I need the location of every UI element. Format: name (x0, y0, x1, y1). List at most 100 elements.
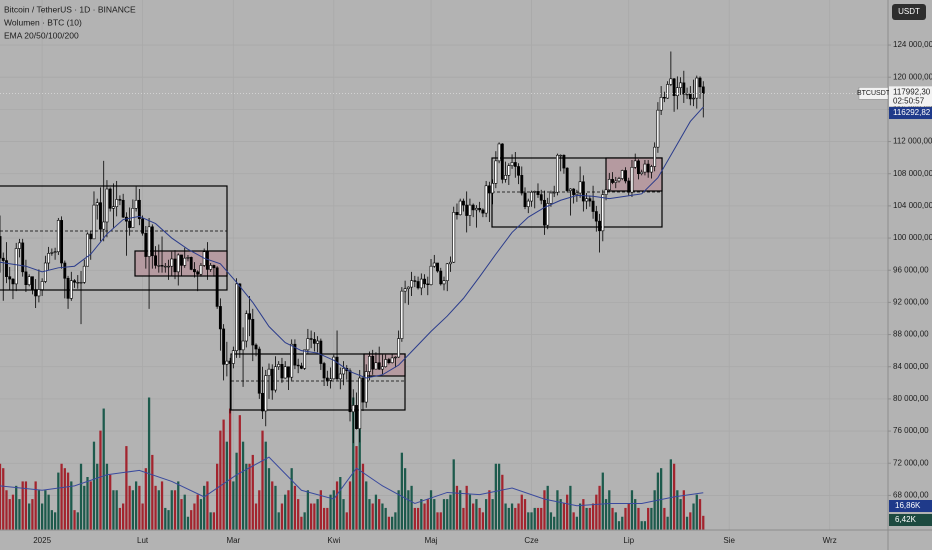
candle-body (368, 355, 371, 372)
volume-bar (219, 430, 222, 530)
volume-bar (280, 503, 284, 530)
candle-body (504, 175, 508, 180)
volume-bar (637, 507, 640, 530)
y-tick-label: 100 000,00 (893, 233, 932, 242)
y-tick-label: 88 000,00 (893, 330, 929, 339)
volume-bar (303, 512, 306, 530)
volume-bar (164, 507, 167, 530)
candle-body (659, 97, 663, 111)
candle-body (688, 93, 692, 100)
volume-bar (86, 477, 89, 530)
currency-badge[interactable] (892, 4, 926, 20)
volume-bar (335, 481, 339, 530)
volume-bar (436, 512, 439, 530)
y-tick-label: 72 000,00 (893, 458, 929, 467)
candle-body (141, 218, 145, 234)
candle-body (555, 154, 559, 193)
volume-bar (297, 499, 300, 530)
candle-body (69, 280, 73, 299)
y-tick-label: 84 000,00 (893, 362, 929, 371)
volume-bar (180, 499, 183, 530)
candle-body (523, 192, 527, 207)
volume-bar (608, 490, 611, 530)
volume-bar (173, 490, 177, 530)
candle-body (82, 265, 86, 283)
volume-bar (420, 499, 423, 530)
candle-body (575, 192, 579, 195)
volume-bar (530, 512, 533, 530)
candle-body (319, 340, 323, 364)
candle-body (374, 362, 378, 370)
volume-bar (679, 499, 682, 530)
volume-bar (37, 490, 41, 530)
volume-bar (484, 499, 488, 530)
candle-body (193, 269, 196, 273)
candle-body (377, 362, 381, 370)
candle-body (565, 167, 569, 191)
volume-bar (410, 485, 413, 530)
candle-body (14, 248, 18, 285)
volume-label: 6,42K (895, 515, 917, 524)
countdown-label: 02:50:57 (893, 96, 925, 105)
x-tick-label: Kwi (327, 536, 340, 545)
volume-bar (131, 490, 135, 530)
x-tick-label: Cze (524, 536, 539, 545)
chart-title: Bitcoin / TetherUS · 1D · BINANCE (4, 4, 136, 14)
candle-body (251, 318, 255, 346)
range-box (0, 185, 228, 291)
candle-body (173, 258, 177, 273)
volume-bar (352, 397, 355, 530)
volume-bar (423, 503, 426, 530)
candle-body (348, 370, 352, 413)
volume-bar (465, 485, 468, 530)
volume-bar (241, 441, 245, 530)
volume-bar (361, 463, 365, 530)
candle-body (89, 233, 93, 240)
candle-body (517, 166, 520, 176)
volume-bar (47, 494, 50, 530)
candle-body (222, 328, 226, 365)
volume-bar (157, 490, 160, 530)
candle-body (167, 265, 170, 268)
volume-bar (57, 472, 60, 530)
candle-body (274, 366, 277, 391)
volume-bar (517, 503, 520, 530)
candle-body (21, 242, 25, 273)
currency-label[interactable]: USDT (898, 7, 920, 16)
volume-bar (601, 472, 604, 530)
candle-body (1, 257, 5, 261)
volume-bar (391, 516, 394, 530)
candle-body (254, 344, 258, 350)
candle-body (218, 306, 222, 330)
candle-body (452, 212, 456, 263)
volume-bar (76, 512, 79, 530)
volume-bar (274, 485, 277, 530)
candle-body (196, 271, 200, 275)
volume-bar (154, 485, 157, 530)
candle-body (53, 251, 57, 253)
volume-bar (702, 515, 705, 530)
candle-body (303, 349, 307, 369)
symbol-label: BTCUSDT (857, 90, 891, 97)
candle-body (416, 281, 420, 289)
candle-body (646, 163, 650, 173)
volume-bar (316, 499, 319, 530)
candle-body (653, 146, 657, 167)
volume-bar (293, 485, 297, 530)
candle-body (264, 375, 268, 412)
candle-body (8, 276, 12, 280)
volume-bar (643, 521, 647, 530)
volume-bar (92, 441, 96, 530)
candle-body (128, 220, 132, 228)
volume-bar (481, 512, 485, 530)
candle-body (662, 97, 666, 99)
volume-bar (105, 463, 109, 530)
x-tick-label: Lut (137, 536, 149, 545)
volume-bar (203, 485, 206, 530)
volume-bar (21, 481, 24, 530)
x-tick-label: 2025 (33, 536, 51, 545)
candle-body (649, 166, 653, 173)
candle-body (121, 199, 125, 218)
volume-bar (439, 512, 442, 530)
x-tick-label: Lip (623, 536, 634, 545)
